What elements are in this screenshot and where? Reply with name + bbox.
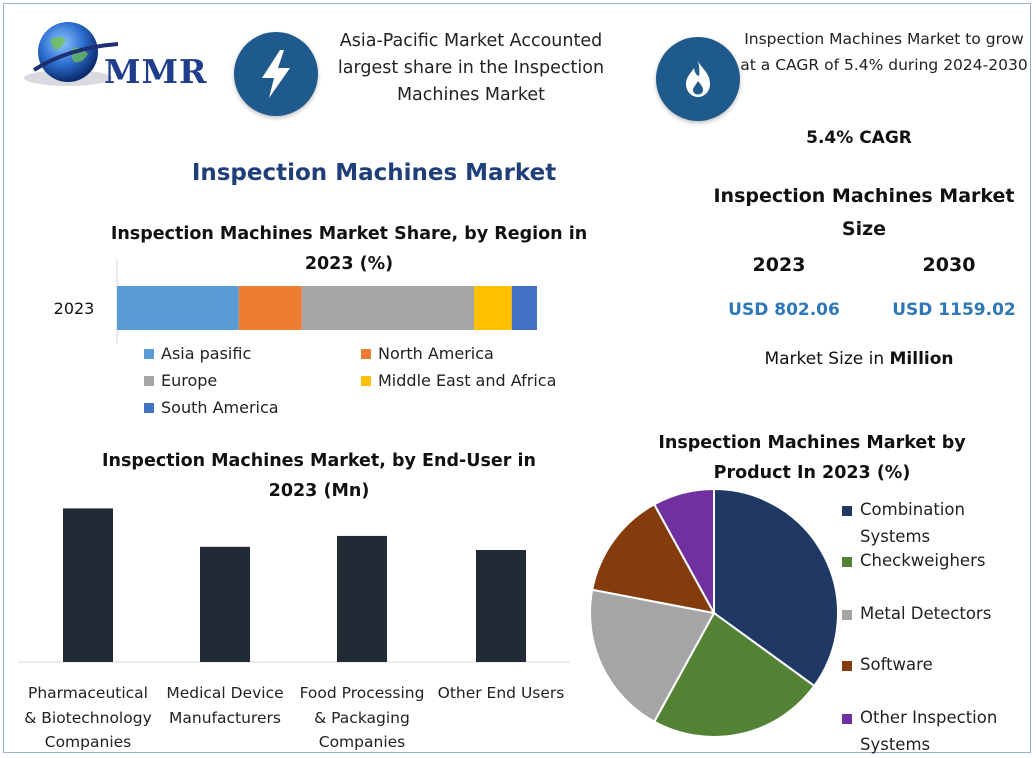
pie-slice-other-inspection-systems bbox=[652, 487, 715, 614]
enduser-bar bbox=[200, 546, 250, 662]
product-pie-chart bbox=[589, 487, 839, 739]
cagr-label: 5.4% CAGR bbox=[806, 128, 912, 148]
legend-label: Middle East and Africa bbox=[378, 371, 557, 390]
pie-slice-metal-detectors bbox=[589, 588, 716, 724]
legend-label: Other Inspection Systems bbox=[860, 704, 1030, 758]
enduser-bar bbox=[337, 535, 387, 662]
legend-swatch bbox=[144, 403, 154, 413]
enduser-chart bbox=[18, 508, 570, 663]
enduser-category-label: Other End Users bbox=[431, 681, 571, 706]
legend-label: Asia pasific bbox=[161, 344, 252, 363]
legend-swatch bbox=[144, 376, 154, 386]
infographic-frame: MMR Asia-Pacific Market Accounted larges… bbox=[3, 3, 1032, 755]
globe-logo-icon bbox=[22, 18, 122, 90]
enduser-bar bbox=[63, 508, 113, 662]
market-value-2030: USD 1159.02 bbox=[892, 300, 1016, 320]
region-segment-asia-pasific bbox=[117, 286, 239, 330]
market-size-title: Inspection Machines Market Size bbox=[713, 185, 1015, 240]
region-chart-title: Inspection Machines Market Share, by Reg… bbox=[110, 224, 588, 274]
legend-label-line: Combination bbox=[860, 500, 965, 519]
legend-swatch bbox=[842, 661, 852, 671]
category-label-line: Pharmaceutical bbox=[28, 684, 148, 702]
region-segment-europe bbox=[301, 286, 474, 330]
region-highlight-text: Asia-Pacific Market Accounted largest sh… bbox=[337, 31, 605, 105]
legend-label: Europe bbox=[161, 371, 218, 390]
legend-label-line: Systems bbox=[860, 527, 931, 546]
lightning-bolt-icon bbox=[234, 32, 318, 116]
year-2023-label: 2023 bbox=[752, 254, 806, 276]
category-label-line: & Packaging bbox=[314, 708, 410, 727]
category-label-line: Companies bbox=[44, 733, 132, 751]
legend-label-line: Systems bbox=[860, 735, 931, 754]
legend-swatch bbox=[842, 714, 852, 724]
region-legend-item: North America bbox=[361, 344, 494, 363]
category-label-line: & Biotechnology bbox=[24, 708, 152, 727]
logo-text: MMR bbox=[104, 52, 208, 91]
legend-label: Checkweighers bbox=[860, 547, 1030, 574]
product-chart-title: Inspection Machines Market by Product In… bbox=[658, 433, 966, 483]
region-chart: 2023 bbox=[54, 259, 537, 344]
region-category-label: 2023 bbox=[54, 299, 95, 318]
legend-label: Combination Systems bbox=[860, 496, 1030, 550]
year-2030-label: 2030 bbox=[922, 254, 976, 276]
unit-bold: Million bbox=[889, 349, 954, 369]
legend-label: Software bbox=[860, 651, 1030, 678]
product-legend-item: Checkweighers bbox=[842, 547, 1032, 601]
legend-swatch bbox=[842, 557, 852, 567]
legend-label: North America bbox=[378, 344, 494, 363]
pie-slice-software bbox=[591, 502, 716, 615]
region-legend-item: Middle East and Africa bbox=[361, 371, 556, 390]
enduser-chart-title: Inspection Machines Market, by End-User … bbox=[102, 451, 536, 501]
region-segment-middle-east-and-africa bbox=[474, 286, 512, 330]
product-legend-item: Other Inspection Systems bbox=[842, 704, 1032, 758]
legend-swatch bbox=[144, 349, 154, 359]
main-title: Inspection Machines Market bbox=[191, 160, 557, 186]
product-legend-item: Software bbox=[842, 651, 1032, 705]
category-label-line: Companies bbox=[318, 733, 406, 751]
category-label-line: Medical Device bbox=[166, 684, 284, 702]
product-legend-item: Metal Detectors bbox=[842, 600, 1032, 654]
enduser-category-label: Pharmaceutical & Biotechnology Companies bbox=[18, 681, 158, 755]
enduser-category-label: Medical Device Manufacturers bbox=[155, 681, 295, 730]
legend-swatch bbox=[842, 506, 852, 516]
legend-swatch bbox=[842, 610, 852, 620]
region-legend-item: Europe bbox=[144, 371, 217, 390]
enduser-category-label: Food Processing & Packaging Companies bbox=[292, 681, 432, 755]
product-legend-item: Combination Systems bbox=[842, 496, 1032, 550]
region-segment-north-america bbox=[238, 286, 302, 330]
legend-label-line: Metal Detectors bbox=[860, 604, 992, 623]
region-segment-south-america bbox=[511, 286, 537, 330]
pie-slice-checkweighers bbox=[652, 611, 816, 739]
category-label-line: Manufacturers bbox=[169, 708, 281, 727]
market-size-unit: Market Size in Million bbox=[734, 349, 984, 369]
flame-icon bbox=[656, 37, 740, 121]
category-label-line: Food Processing bbox=[299, 684, 425, 702]
legend-label-line: Checkweighers bbox=[860, 551, 986, 570]
enduser-bar bbox=[476, 550, 526, 662]
cagr-description: Inspection Machines Market to grow at a … bbox=[740, 30, 1028, 74]
pie-slice-combination-systems bbox=[713, 487, 839, 688]
legend-label-line: Software bbox=[860, 655, 933, 674]
legend-swatch bbox=[361, 376, 371, 386]
unit-prefix: Market Size in bbox=[764, 349, 890, 369]
market-value-2023: USD 802.06 bbox=[728, 300, 840, 320]
legend-label: South America bbox=[161, 398, 279, 417]
legend-swatch bbox=[361, 349, 371, 359]
legend-label: Metal Detectors bbox=[860, 600, 1030, 627]
category-label-line: Other End Users bbox=[437, 684, 565, 702]
legend-label-line: Other Inspection bbox=[860, 708, 998, 727]
region-legend-item: South America bbox=[144, 398, 279, 417]
region-legend-item: Asia pasific bbox=[144, 344, 251, 363]
